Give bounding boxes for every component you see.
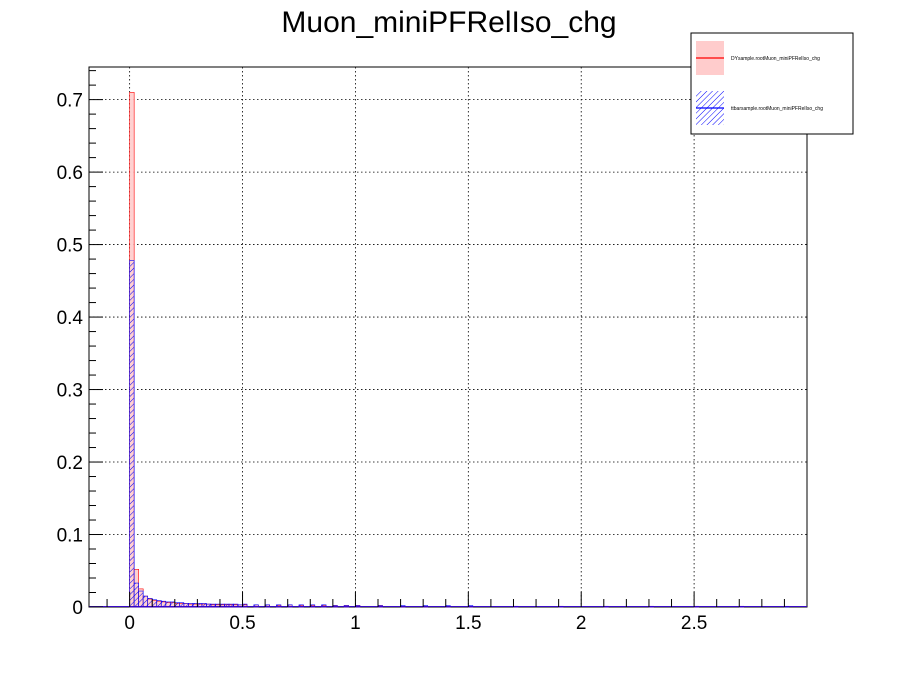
histogram-bar-series-1 xyxy=(129,260,135,608)
x-tick-label: 2 xyxy=(576,613,587,634)
grid-lines xyxy=(89,67,807,607)
x-tick-label: 0 xyxy=(124,613,135,634)
y-tick-label: 0.3 xyxy=(57,381,83,402)
histogram-bar-series-1 xyxy=(253,604,259,608)
axes: 0 0.1 0.2 0.3 0.4 0.5 0.6 0.7 0 0.5 1 1.5 2 2.5 xyxy=(57,70,785,634)
histogram-bar-series-1 xyxy=(321,604,327,608)
x-tick-label: 1.5 xyxy=(455,613,481,634)
legend: DYsample.rootMuon_miniPFRelIso_chg ttbar… xyxy=(690,32,854,135)
legend-label-dy: DYsample.rootMuon_miniPFRelIso_chg xyxy=(731,56,820,62)
histogram-bar-series-1 xyxy=(151,599,158,608)
histogram-bar-series-1 xyxy=(147,598,153,608)
histogram-bar-series-1 xyxy=(276,604,282,608)
legend-label-ttbar: ttbarsample.rootMuon_miniPFRelIso_chg xyxy=(731,106,823,112)
y-tick-label: 0.5 xyxy=(57,236,83,257)
x-tick-label: 2.5 xyxy=(681,613,707,634)
chart-title: Muon_miniPFRelIso_chg xyxy=(281,6,616,39)
x-tick-label: 0.5 xyxy=(229,613,255,634)
histogram-bar-series-1 xyxy=(142,595,149,608)
x-tick-label: 1 xyxy=(350,613,361,634)
y-tick-label: 0.1 xyxy=(57,526,83,547)
histogram-bar-series-1 xyxy=(298,604,304,608)
histogram-bar-series-1 xyxy=(138,590,144,608)
y-tick-label: 0 xyxy=(72,598,83,619)
y-tick-label: 0.6 xyxy=(57,163,83,184)
y-tick-label: 0.7 xyxy=(57,91,83,112)
histogram-bar-series-1 xyxy=(133,582,139,608)
histogram-bars xyxy=(89,92,807,608)
y-tick-label: 0.4 xyxy=(57,308,84,329)
histogram-bar-series-1 xyxy=(156,600,162,608)
y-tick-label: 0.2 xyxy=(57,453,83,474)
plot-frame xyxy=(88,66,808,608)
